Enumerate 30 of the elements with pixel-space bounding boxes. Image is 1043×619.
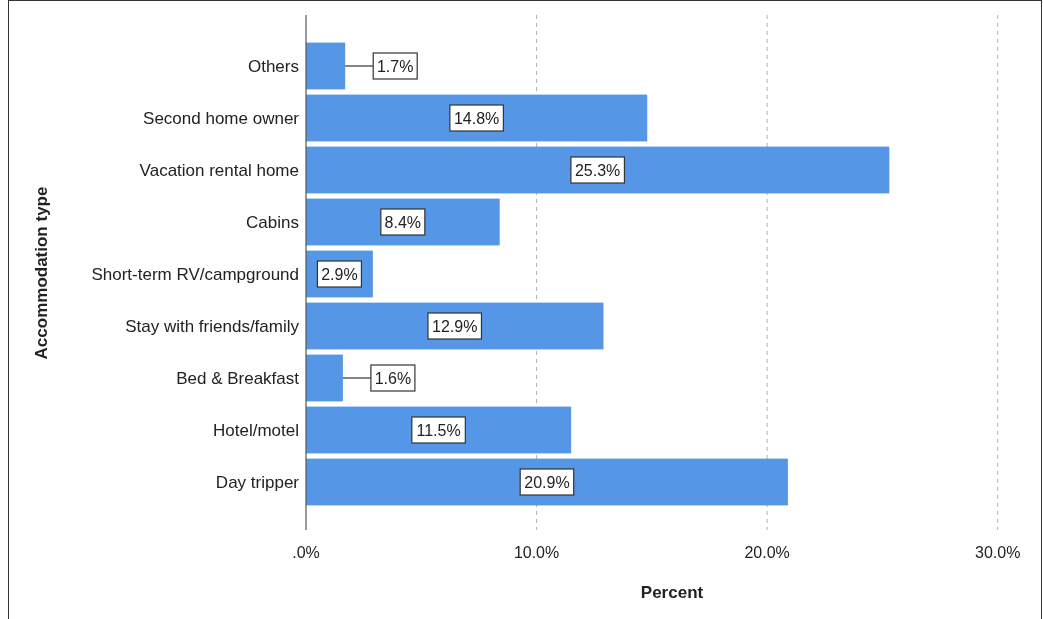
data-label: 8.4% (384, 213, 422, 231)
data-label: 25.3% (574, 161, 621, 179)
y-tick-label: Others (247, 56, 299, 76)
y-tick-label: Bed & Breakfast (176, 368, 300, 388)
y-tick-label: Day tripper (215, 472, 300, 492)
data-label: 1.6% (374, 369, 412, 387)
y-tick-label: Cabins (246, 212, 299, 232)
bar (306, 458, 788, 506)
x-tick-label: 20.0% (744, 544, 790, 561)
bar (306, 146, 890, 194)
data-label: 14.8% (453, 109, 500, 127)
bar (306, 42, 346, 90)
data-label: 11.5% (416, 421, 461, 439)
y-tick-label: Second home owner (143, 108, 300, 128)
data-label: 2.9% (321, 265, 358, 283)
x-axis-title: Percent (640, 583, 704, 602)
y-tick-label: Hotel/motel (213, 420, 299, 440)
bar (306, 94, 648, 142)
data-label: 1.7% (376, 57, 414, 75)
x-tick-label: .0% (292, 544, 320, 561)
y-tick-label: Stay with friends/family (125, 316, 300, 336)
bar (306, 354, 343, 402)
data-label: 12.9% (432, 317, 478, 335)
y-tick-label: Vacation rental home (139, 160, 299, 180)
x-tick-label: 30.0% (975, 544, 1021, 561)
y-tick-label: Short-term RV/campground (91, 264, 299, 284)
data-label: 20.9% (524, 473, 570, 491)
x-tick-label: 10.0% (513, 544, 560, 561)
y-axis-title: Accommodation type (32, 186, 51, 360)
bar (306, 302, 604, 350)
